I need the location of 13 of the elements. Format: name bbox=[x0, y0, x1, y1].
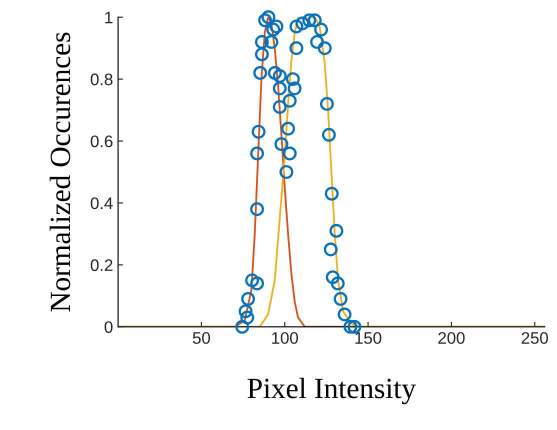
y-tick-label: 0.2 bbox=[90, 259, 112, 272]
x-tick-label: 250 bbox=[522, 332, 548, 344]
y-axis-title: Normalized Occurences bbox=[50, 32, 70, 312]
y-tick-label: 0.4 bbox=[90, 197, 113, 210]
x-tick-label: 100 bbox=[272, 332, 298, 344]
y-tick-label: 0 bbox=[104, 321, 113, 334]
x-tick-label: 50 bbox=[192, 332, 210, 344]
x-axis-title: Pixel Intensity bbox=[248, 378, 416, 404]
y-tick-label: 0.6 bbox=[90, 135, 112, 148]
y-tick-label: 0.8 bbox=[90, 74, 112, 86]
y-tick-label: 1 bbox=[105, 12, 112, 24]
x-tick-label: 200 bbox=[438, 332, 465, 344]
x-tick-label: 150 bbox=[355, 332, 382, 344]
